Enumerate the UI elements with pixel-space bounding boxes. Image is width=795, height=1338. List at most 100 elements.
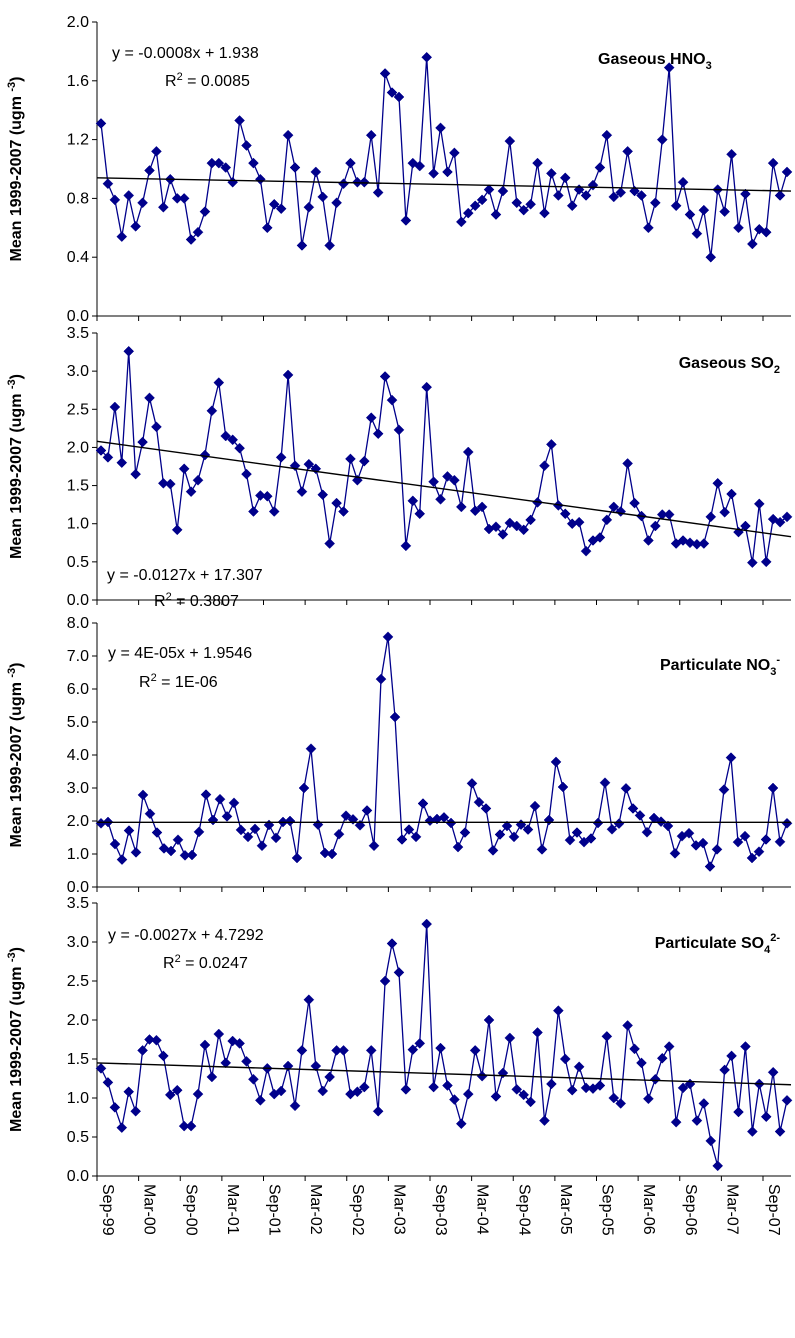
y-tick-label: 3.0 bbox=[67, 934, 89, 951]
data-point bbox=[338, 1045, 349, 1056]
data-point bbox=[386, 938, 398, 949]
data-point bbox=[580, 1082, 592, 1094]
data-point bbox=[774, 190, 786, 201]
data-point bbox=[428, 168, 439, 179]
data-point bbox=[571, 827, 583, 838]
data-point bbox=[116, 1122, 128, 1133]
data-point bbox=[546, 1078, 557, 1090]
panel-title-sup: 2- bbox=[770, 932, 780, 944]
data-point bbox=[289, 162, 301, 173]
data-point bbox=[501, 820, 513, 832]
data-point bbox=[116, 854, 128, 865]
data-point bbox=[442, 166, 453, 178]
data-point bbox=[684, 209, 696, 220]
data-point bbox=[268, 198, 280, 210]
data-point bbox=[601, 1031, 613, 1042]
data-point bbox=[698, 204, 710, 216]
data-point bbox=[213, 1028, 225, 1040]
data-point bbox=[242, 831, 254, 843]
data-point bbox=[270, 832, 282, 844]
data-point bbox=[261, 222, 273, 234]
data-point bbox=[372, 1105, 384, 1117]
data-point bbox=[421, 918, 433, 930]
data-point bbox=[760, 834, 772, 845]
data-point bbox=[303, 201, 315, 213]
data-point bbox=[740, 1041, 751, 1052]
data-point bbox=[525, 514, 536, 526]
y-axis-label-sup: -3 bbox=[6, 82, 18, 92]
panel-title: Gaseous HNO3 bbox=[598, 51, 712, 72]
data-point bbox=[698, 538, 710, 549]
panel-title-sub: 3 bbox=[706, 60, 712, 72]
data-point bbox=[455, 1118, 467, 1130]
data-point bbox=[594, 162, 606, 173]
data-point bbox=[227, 434, 239, 446]
data-point bbox=[781, 511, 793, 523]
data-point bbox=[546, 439, 557, 450]
data-point bbox=[476, 194, 488, 206]
panel-title-sub: 3 bbox=[770, 666, 776, 678]
data-point bbox=[206, 405, 218, 417]
data-point bbox=[760, 226, 772, 238]
x-tick-label: Mar-00 bbox=[141, 1184, 158, 1235]
data-point bbox=[428, 1081, 439, 1093]
r-squared: R2 = 0.0247 bbox=[163, 953, 248, 972]
data-point bbox=[144, 1034, 155, 1045]
y-axis-label-text: Mean 1999-2007 (ugm bbox=[8, 678, 25, 848]
data-point bbox=[185, 1120, 197, 1132]
data-point bbox=[532, 157, 543, 169]
data-point bbox=[719, 506, 730, 518]
data-point bbox=[684, 537, 696, 549]
data-point bbox=[303, 458, 315, 470]
data-point bbox=[629, 497, 640, 509]
data-point bbox=[580, 545, 592, 557]
data-point bbox=[691, 1115, 703, 1126]
y-tick-label: 0.4 bbox=[67, 249, 89, 266]
r-squared-sup: 2 bbox=[175, 953, 181, 965]
y-tick-label: 0.0 bbox=[67, 308, 89, 325]
data-point bbox=[137, 1045, 148, 1056]
data-point bbox=[379, 371, 391, 382]
data-point bbox=[199, 1039, 211, 1051]
y-axis-label: Mean 1999-2007 (ugm -3) bbox=[6, 947, 25, 1132]
data-point bbox=[677, 1082, 689, 1094]
data-point bbox=[599, 777, 611, 789]
data-point bbox=[326, 848, 338, 860]
data-point bbox=[241, 468, 252, 480]
y-tick-label: 3.0 bbox=[67, 363, 89, 380]
data-point bbox=[400, 540, 412, 552]
data-point bbox=[310, 1060, 322, 1072]
data-point bbox=[656, 1052, 668, 1064]
data-point bbox=[102, 178, 114, 190]
data-point bbox=[536, 844, 548, 855]
data-point bbox=[746, 1126, 758, 1137]
data-point bbox=[365, 129, 377, 141]
y-tick-label: 0.0 bbox=[67, 592, 89, 609]
data-point bbox=[345, 453, 356, 465]
data-point bbox=[137, 197, 148, 209]
data-point bbox=[102, 1077, 114, 1088]
data-point bbox=[358, 1081, 370, 1093]
data-point bbox=[213, 377, 225, 388]
r-squared-value: 0.3807 bbox=[190, 593, 239, 610]
y-axis-label-close: ) bbox=[8, 77, 25, 82]
r-squared-sup: 2 bbox=[177, 71, 183, 83]
data-point bbox=[95, 118, 107, 129]
x-tick-label: Sep-99 bbox=[99, 1184, 116, 1236]
r-squared-equals: = bbox=[157, 674, 175, 691]
x-tick-label: Mar-01 bbox=[224, 1184, 241, 1235]
data-point bbox=[345, 157, 356, 169]
data-point bbox=[725, 752, 737, 763]
data-point bbox=[462, 446, 474, 458]
data-point bbox=[767, 157, 779, 169]
data-point bbox=[564, 834, 576, 846]
data-point bbox=[227, 176, 239, 188]
data-point bbox=[739, 830, 751, 842]
data-point bbox=[636, 190, 647, 201]
chart-panel-3: 0.0 1.0 2.0 3.0 4.0 5.0 6.0 7.0 8.0 Mean 1999-200… bbox=[6, 615, 793, 896]
r-squared-sup: 2 bbox=[151, 672, 157, 684]
x-tick-label: Sep-01 bbox=[266, 1184, 283, 1236]
y-axis-label-text: Mean 1999-2007 (ugm bbox=[8, 962, 25, 1132]
data-point bbox=[109, 838, 121, 850]
